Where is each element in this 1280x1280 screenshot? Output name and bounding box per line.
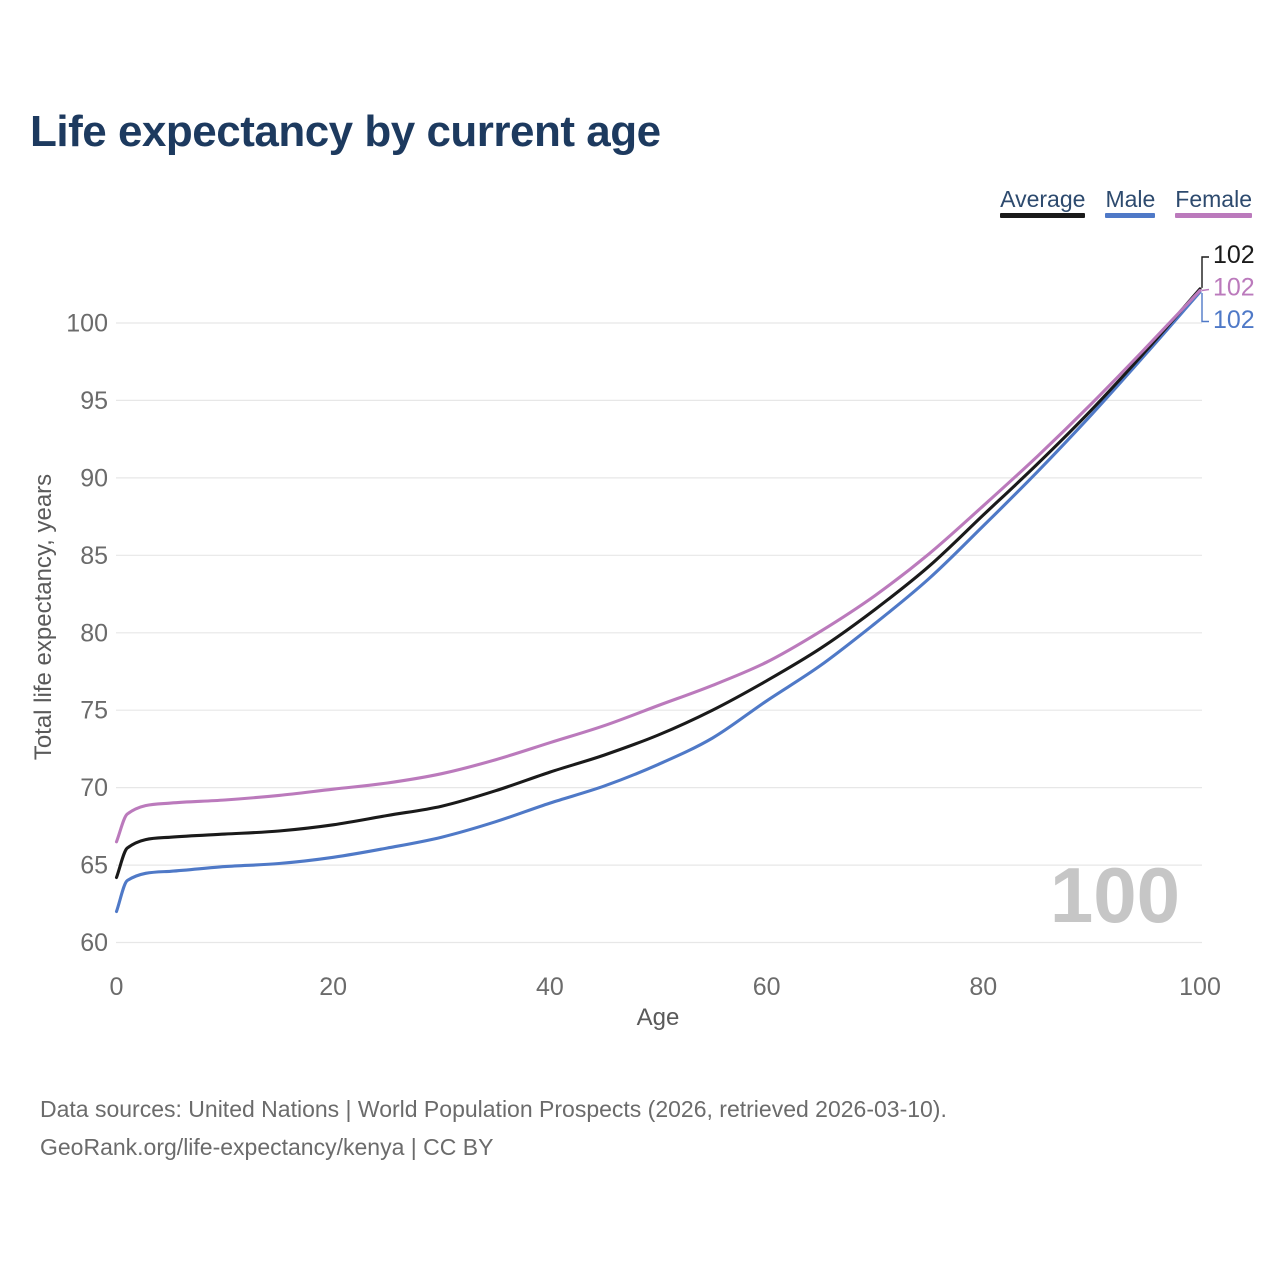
x-tick-label: 20 xyxy=(319,973,347,1001)
x-tick-label: 80 xyxy=(969,973,997,1001)
y-axis-title: Total life expectancy, years xyxy=(30,473,57,761)
x-tick-label: 100 xyxy=(1179,973,1221,1001)
watermark-age-counter: 100 xyxy=(1049,851,1180,939)
series-line-male[interactable] xyxy=(114,290,1202,914)
y-tick-label: 70 xyxy=(80,774,108,802)
y-tick-label: 90 xyxy=(80,464,108,492)
y-tick-label: 60 xyxy=(80,929,108,957)
series-line-female[interactable] xyxy=(114,288,1202,844)
x-axis-title: Age xyxy=(636,1004,680,1031)
legend-label: Male xyxy=(1105,186,1156,212)
legend: Average Male Female xyxy=(1000,187,1252,218)
footer: Data sources: United Nations | World Pop… xyxy=(40,1090,947,1166)
line-chart: 60 65 70 75 80 85 90 95 100 0 20 40 60 80 100 102 102 102 xyxy=(66,241,1255,1001)
legend-label: Average xyxy=(1000,186,1086,212)
footer-link[interactable]: GeoRank.org/life-expectancy/kenya | CC B… xyxy=(40,1134,494,1160)
legend-item-female[interactable]: Female xyxy=(1175,187,1252,218)
end-label-connector-male xyxy=(1201,293,1209,323)
legend-label: Female xyxy=(1175,186,1252,212)
y-tick-label: 95 xyxy=(80,387,108,415)
y-tick-label: 100 xyxy=(66,310,108,338)
y-tick-label: 75 xyxy=(80,697,108,725)
end-value-label-average: 102 xyxy=(1213,241,1255,269)
x-tick-label: 60 xyxy=(753,973,781,1001)
legend-color-bar xyxy=(1000,213,1086,218)
legend-color-bar xyxy=(1175,213,1252,218)
end-value-label-female: 102 xyxy=(1213,274,1255,302)
legend-item-average[interactable]: Average xyxy=(1000,186,1086,218)
legend-color-bar xyxy=(1105,213,1156,218)
y-tick-label: 85 xyxy=(80,542,108,570)
footer-sources: Data sources: United Nations | World Pop… xyxy=(40,1096,947,1122)
end-label-connector-female xyxy=(1201,288,1210,292)
legend-item-male[interactable]: Male xyxy=(1105,186,1156,218)
chart-title: Life expectancy by current age xyxy=(30,107,661,156)
x-tick-label: 40 xyxy=(536,973,564,1001)
end-label-connector-average xyxy=(1201,256,1209,288)
x-tick-label: 0 xyxy=(110,973,124,1001)
y-tick-label: 80 xyxy=(80,619,108,647)
y-tick-label: 65 xyxy=(80,852,108,880)
end-value-label-male: 102 xyxy=(1213,306,1255,334)
series-line-average[interactable] xyxy=(114,287,1202,880)
